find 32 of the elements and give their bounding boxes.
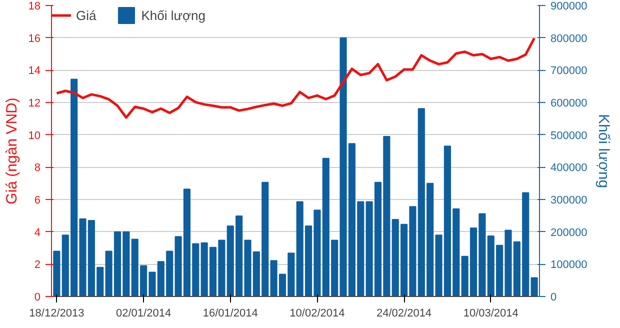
x-tick-label: 24/02/2014: [376, 308, 432, 320]
y2-tick-label: 300000: [550, 194, 588, 206]
x-tick-label: 02/01/2014: [116, 308, 172, 320]
x-tick-label: 10/03/2014: [463, 308, 518, 320]
y-tick-label: 16: [28, 32, 41, 45]
y2-tick-label: 500000: [550, 130, 588, 142]
y-tick-label: 10: [28, 130, 41, 142]
y-tick-label: 18: [28, 0, 41, 12]
y2-tick-label: 600000: [550, 98, 588, 110]
y-tick-label: 2: [34, 259, 41, 272]
y-tick-label: 4: [34, 226, 41, 239]
y-tick-label: 0: [34, 292, 41, 304]
y2-tick-label: 0: [550, 292, 557, 304]
y-tick-label: 14: [28, 65, 41, 78]
y2-axis-title: Khối lượng: [595, 114, 612, 188]
y-axis-title: Giá (ngàn VND): [3, 98, 20, 204]
y-tick-label: 12: [28, 98, 41, 110]
legend-label: Khối lượng: [141, 8, 206, 22]
legend-label: Giá: [76, 8, 96, 22]
x-tick-label: 18/12/2013: [29, 308, 84, 320]
y2-tick-label: 200000: [550, 226, 588, 239]
y2-tick-label: 900000: [550, 0, 588, 12]
x-tick-label: 16/01/2014: [202, 308, 258, 320]
y2-tick-label: 400000: [550, 162, 588, 174]
y-tick-label: 6: [34, 194, 41, 206]
y-tick-label: 8: [34, 162, 41, 174]
bar: [53, 250, 60, 296]
y2-tick-label: 700000: [550, 65, 588, 78]
x-tick-label: 10/02/2014: [290, 308, 345, 320]
y2-tick-label: 100000: [550, 259, 588, 272]
y2-tick-label: 800000: [550, 32, 588, 45]
line-series: [55, 36, 536, 119]
